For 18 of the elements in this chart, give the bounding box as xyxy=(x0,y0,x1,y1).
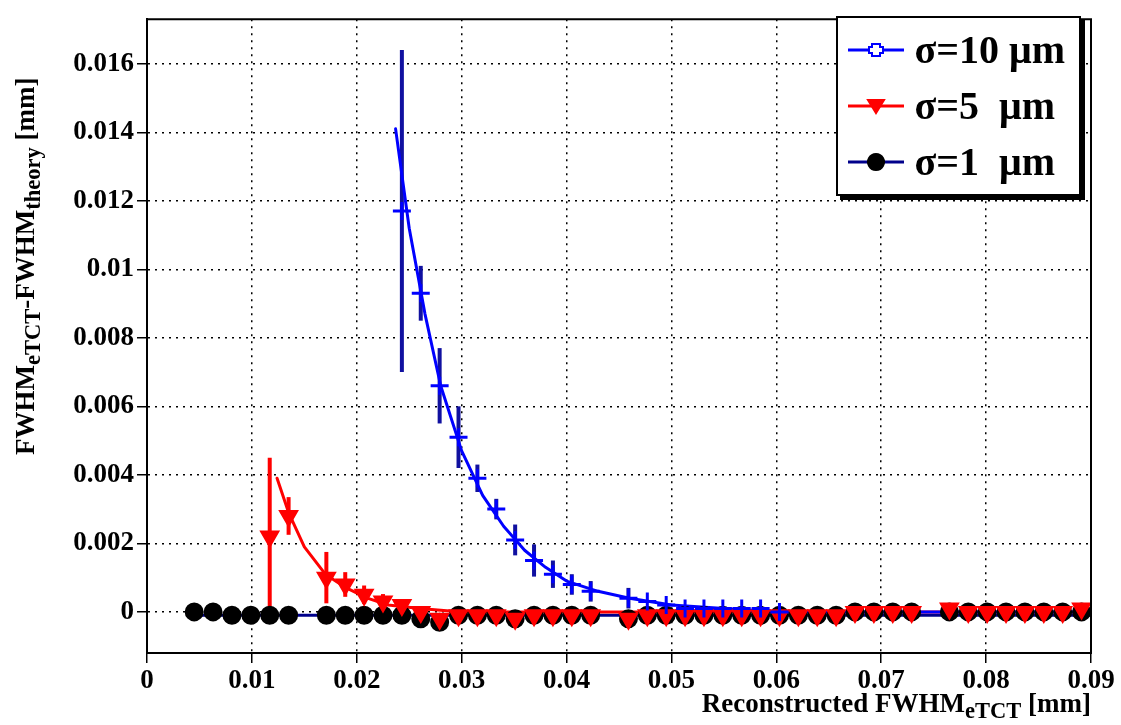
y-tick-label: 0.004 xyxy=(73,457,134,488)
y-tick-label: 0.012 xyxy=(73,183,134,214)
y-tick-label: 0.01 xyxy=(86,252,134,283)
x-tick-label: 0.04 xyxy=(542,664,591,695)
y-tick-label: 0.014 xyxy=(73,115,134,146)
y-tick-label: 0.016 xyxy=(73,46,134,77)
x-tick-label: 0.02 xyxy=(333,664,381,695)
x-tick-label: 0 xyxy=(140,664,154,695)
y-tick-label: 0 xyxy=(120,594,134,625)
x-tick-label: 0.03 xyxy=(438,664,486,695)
x-tick-label: 0.05 xyxy=(647,664,696,695)
y-tick-label: 0.002 xyxy=(73,526,134,557)
y-tick-label: 0.006 xyxy=(73,389,134,420)
legend-label: σ=10 μm xyxy=(914,26,1065,74)
x-tick-label: 0.01 xyxy=(228,664,276,695)
y-tick-label: 0.008 xyxy=(73,320,134,351)
legend-label: σ=5 μm xyxy=(914,82,1055,130)
legend-label: σ=1 μm xyxy=(914,138,1055,186)
